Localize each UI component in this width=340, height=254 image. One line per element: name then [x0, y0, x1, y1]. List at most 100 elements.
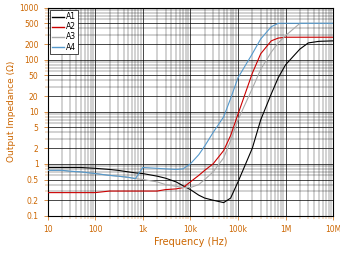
Legend: A1, A2, A3, A4: A1, A2, A3, A4 — [50, 10, 78, 54]
A1 — [269, 92, 273, 96]
A3 — [197, 183, 201, 186]
X-axis label: Frequency (Hz): Frequency (Hz) — [154, 237, 227, 247]
A1 — [79, 166, 83, 169]
A2 — [174, 187, 178, 190]
A2 — [133, 189, 137, 193]
A4 — [46, 169, 50, 172]
A3 — [79, 170, 83, 173]
A2 — [107, 189, 112, 193]
A3 — [155, 180, 159, 183]
A2 — [60, 191, 64, 194]
A4 — [298, 22, 302, 25]
A4 — [141, 166, 145, 169]
A3 — [306, 22, 310, 25]
A4 — [79, 170, 83, 173]
A3 — [276, 41, 280, 44]
A3 — [181, 186, 185, 189]
A3 — [269, 51, 273, 54]
A3 — [298, 22, 302, 25]
A2 — [269, 39, 273, 42]
A1 — [259, 118, 263, 121]
A2 — [93, 191, 97, 194]
A3 — [46, 169, 50, 172]
A2 — [331, 36, 335, 39]
A4 — [276, 22, 280, 25]
A4 — [236, 76, 240, 79]
A2 — [188, 180, 192, 183]
A1 — [126, 170, 131, 173]
A2 — [259, 52, 263, 55]
A3 — [141, 178, 145, 181]
A3 — [236, 118, 240, 121]
A3 — [331, 22, 335, 25]
A1 — [107, 168, 112, 171]
A1 — [133, 171, 137, 174]
A4 — [211, 131, 215, 134]
A4 — [107, 174, 112, 177]
A4 — [116, 174, 120, 178]
A1 — [203, 197, 207, 200]
A2 — [126, 189, 131, 193]
A3 — [228, 139, 233, 142]
Line: A1: A1 — [48, 41, 333, 203]
A1 — [174, 180, 178, 183]
A4 — [188, 162, 192, 165]
A4 — [155, 167, 159, 170]
A3 — [107, 174, 112, 177]
A4 — [93, 172, 97, 175]
A2 — [46, 191, 50, 194]
A2 — [250, 72, 254, 75]
A3 — [174, 185, 178, 188]
A3 — [93, 172, 97, 175]
A3 — [317, 22, 321, 25]
A2 — [228, 134, 233, 137]
A1 — [93, 167, 97, 170]
A2 — [211, 162, 215, 165]
A2 — [298, 36, 302, 39]
Y-axis label: Output Impedance (Ω): Output Impedance (Ω) — [7, 61, 16, 163]
A3 — [250, 87, 254, 90]
A3 — [259, 68, 263, 71]
A2 — [317, 36, 321, 39]
A1 — [68, 166, 72, 169]
A4 — [269, 25, 273, 28]
A2 — [284, 36, 288, 39]
A1 — [228, 197, 233, 200]
A1 — [46, 166, 50, 169]
A3 — [126, 176, 131, 179]
A4 — [222, 115, 226, 118]
A3 — [116, 174, 120, 178]
Line: A3: A3 — [48, 23, 333, 187]
A1 — [331, 39, 335, 42]
A1 — [317, 40, 321, 43]
A1 — [250, 147, 254, 150]
A2 — [141, 189, 145, 193]
A4 — [259, 37, 263, 40]
A4 — [60, 169, 64, 172]
A2 — [116, 189, 120, 193]
A2 — [197, 174, 201, 177]
A4 — [181, 167, 185, 170]
A2 — [236, 113, 240, 116]
A4 — [197, 153, 201, 156]
A3 — [164, 183, 168, 186]
A1 — [116, 169, 120, 172]
A1 — [222, 201, 226, 204]
A4 — [203, 145, 207, 148]
Line: A4: A4 — [48, 23, 333, 179]
A1 — [197, 194, 201, 197]
A4 — [250, 52, 254, 55]
A2 — [155, 189, 159, 193]
A1 — [181, 184, 185, 187]
A1 — [155, 174, 159, 178]
A2 — [222, 149, 226, 152]
A2 — [68, 191, 72, 194]
A1 — [164, 177, 168, 180]
A1 — [306, 41, 310, 44]
A3 — [188, 186, 192, 189]
A1 — [60, 166, 64, 169]
A4 — [306, 22, 310, 25]
A4 — [68, 170, 72, 173]
A3 — [211, 170, 215, 173]
A1 — [276, 76, 280, 79]
